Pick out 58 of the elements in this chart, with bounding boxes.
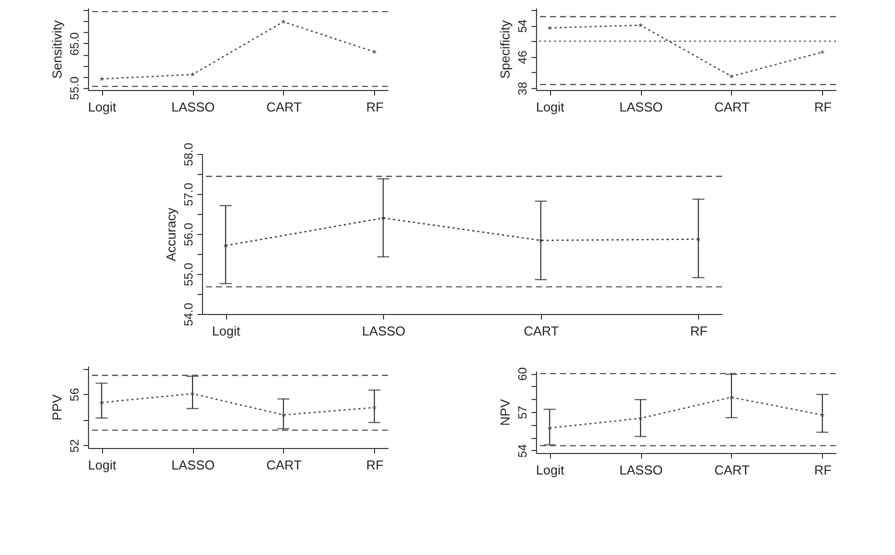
point (380, 215, 386, 220)
point (638, 22, 643, 28)
x-tick-label: CART (714, 462, 750, 478)
point (820, 49, 825, 54)
point (638, 416, 643, 420)
x-tick-label: LASSO (619, 462, 662, 478)
y-axis-title: Specificity (497, 20, 512, 79)
x-tick-label: Logit (536, 100, 564, 114)
point (546, 425, 552, 430)
point (281, 19, 286, 24)
y-tick-label: 46 (515, 50, 530, 64)
x-tick-label: RF (366, 458, 384, 472)
y-tick-label: 65.0 (68, 32, 82, 56)
x-tick-label: Logit (212, 324, 241, 338)
y-tick-label: 58.0 (182, 142, 196, 166)
y-tick-label: 54.0 (182, 302, 196, 326)
point (99, 76, 104, 82)
x-tick-label: LASSO (362, 324, 406, 338)
x-tick-label: RF (366, 100, 384, 114)
point (99, 400, 104, 405)
point (728, 394, 734, 400)
point (728, 74, 734, 79)
y-tick-label: 57.0 (182, 182, 196, 206)
x-tick-label: LASSO (172, 458, 215, 472)
x-tick-label: LASSO (619, 100, 662, 114)
y-axis-title: NPV (497, 398, 512, 426)
point (281, 412, 286, 418)
y-tick-label: 38 (515, 82, 530, 96)
x-tick-label: Logit (88, 458, 117, 472)
point (190, 72, 196, 77)
y-tick-label: 57 (515, 406, 530, 420)
y-tick-label: 56.0 (182, 222, 196, 246)
x-tick-label: RF (690, 324, 708, 338)
y-axis-title: Accuracy (164, 207, 178, 262)
x-tick-label: CART (714, 100, 750, 114)
point (372, 404, 378, 410)
y-tick-label: 56 (68, 388, 82, 402)
y-tick-label: 60 (515, 367, 530, 381)
x-tick-label: Logit (88, 100, 117, 114)
y-tick-label: 54 (515, 444, 530, 458)
x-tick-label: CART (524, 324, 559, 338)
point (546, 25, 552, 30)
x-tick-label: RF (814, 100, 832, 114)
y-axis-title: Sensitivity (50, 20, 65, 79)
y-tick-label: 54 (515, 19, 530, 33)
y-axis-title: PPV (50, 394, 65, 421)
point (820, 412, 825, 418)
x-tick-label: Logit (536, 462, 564, 478)
y-tick-label: 52 (68, 438, 82, 453)
y-tick-label: 55.0 (182, 262, 196, 286)
point (538, 238, 544, 243)
x-tick-label: CART (266, 100, 302, 114)
x-tick-label: RF (814, 462, 832, 478)
x-tick-label: LASSO (172, 100, 215, 114)
point (190, 390, 196, 396)
point (372, 49, 378, 54)
y-tick-label: 55.0 (68, 76, 82, 100)
x-tick-label: CART (266, 458, 302, 472)
